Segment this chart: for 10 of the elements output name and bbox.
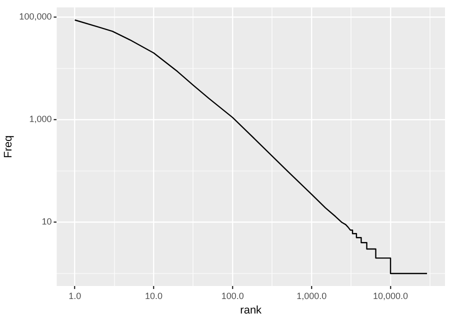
x-tick-label: 10.0 [144, 290, 163, 301]
y-axis-title: Freq [2, 135, 15, 158]
x-tick-label: 100.0 [221, 290, 244, 301]
x-tick-label: 10,000.0 [373, 290, 408, 301]
x-axis-title: rank [240, 304, 262, 316]
x-tick-label: 1.0 [68, 290, 82, 301]
y-tick-label: 1,000 [29, 114, 52, 124]
x-tick-label: 1,000.0 [296, 290, 327, 301]
y-tick-label: 100,000 [19, 12, 52, 22]
y-tick-label: 10 [42, 216, 52, 227]
